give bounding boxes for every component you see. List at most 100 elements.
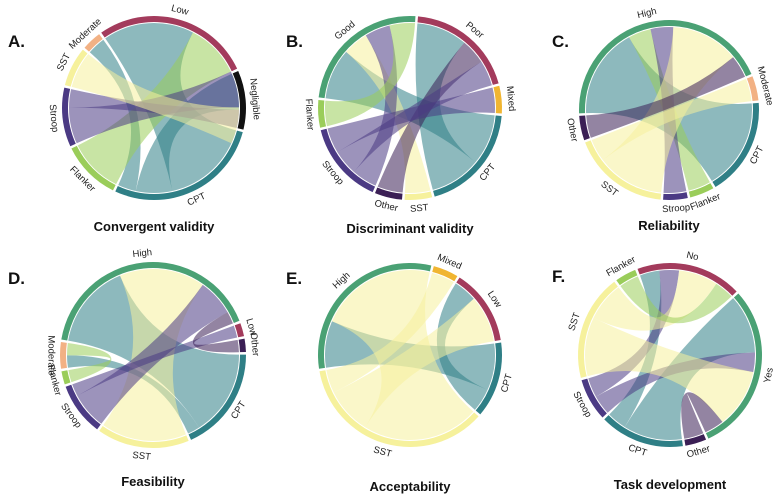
group-label-sst: SST [566, 311, 583, 332]
panel-label-task-development: F. [552, 267, 565, 286]
group-label-flanker: Flanker [303, 98, 316, 130]
ribbon-stroop-to-low [72, 325, 238, 396]
ribbon-stroop-to-no [588, 270, 680, 397]
group-label-low: Low [170, 3, 190, 18]
group-label-low: Low [243, 317, 258, 337]
ring-arc-sst [404, 191, 433, 200]
ribbon-sst-to-low [333, 298, 494, 428]
ribbon-sst-to-yes [585, 317, 754, 422]
ring-arc-cpt [188, 354, 246, 440]
ring-arc-moderate [746, 76, 759, 102]
ring-arc-stroop [320, 128, 376, 193]
ring-arc-flanker [616, 269, 638, 286]
ring-arc-high [61, 261, 240, 341]
ribbon-stroop-to-mixed [327, 87, 495, 153]
ring-arc-moderate [60, 342, 67, 369]
ring-arc-moderate [84, 34, 103, 52]
group-label-sst: SST [410, 202, 430, 215]
panel-label-discriminant-validity: B. [286, 32, 303, 51]
group-label-cpt: CPT [186, 191, 208, 209]
chord-panel-discriminant-validity: B.Discriminant validityPoorMixedCPTSSTOt… [286, 16, 517, 236]
ribbon-sst-to-mixed [326, 272, 454, 393]
ring-arc-other [579, 115, 590, 141]
ribbon-other-to-high [586, 57, 746, 138]
panel-title-task-development: Task development [614, 477, 727, 492]
group-label-mixed: Mixed [504, 86, 517, 112]
ribbon-cpt-to-low [436, 283, 488, 410]
panel-title-acceptability: Acceptability [370, 479, 452, 494]
ribbon-stroop-to-high [77, 284, 228, 424]
ring-arc-other [684, 434, 707, 446]
group-label-other: Other [564, 117, 580, 143]
ring-arc-good [318, 16, 416, 99]
ribbon-sst-to-moderate [591, 78, 752, 161]
ring-arc-low [456, 277, 501, 341]
ribbon-sst-to-high [602, 27, 734, 193]
group-label-no: No [685, 250, 699, 263]
ribbon-other-to-yes [681, 392, 723, 439]
group-label-high: High [132, 247, 153, 260]
ribbon-sst-to-low [71, 54, 239, 144]
ring-arc-stroop [663, 192, 688, 200]
panel-label-acceptability: E. [286, 269, 302, 288]
ribbon-flanker-to-good [325, 22, 416, 127]
ribbon-cpt-to-poor [415, 23, 476, 190]
group-label-cpt: CPT [499, 372, 515, 394]
ring-arc-high [318, 262, 432, 369]
ring-arc-poor [417, 16, 499, 85]
group-label-sst: SST [132, 450, 152, 463]
ring-arc-stroop [61, 87, 76, 147]
panel-label-reliability: C. [552, 32, 569, 51]
ring-arc-flanker [318, 99, 326, 128]
ribbon-stroop-to-good [353, 25, 398, 186]
ring-arc-yes [705, 293, 762, 439]
ring-arc-other [375, 187, 403, 200]
ring-arc-low [234, 323, 245, 338]
ring-arc-no [637, 263, 737, 296]
group-label-sst: SST [372, 444, 393, 460]
ring-arc-sst [64, 49, 88, 87]
ribbon-flanker-to-moderate [67, 343, 112, 383]
group-label-stroop: Stroop [47, 104, 61, 133]
ring-arc-flanker [688, 183, 714, 198]
ring-arc-sst [585, 140, 662, 200]
panel-title-convergent-validity: Convergent validity [94, 219, 215, 234]
panel-title-reliability: Reliability [638, 218, 700, 233]
ring-arc-sst [99, 425, 189, 448]
ring-arc-mixed [432, 266, 458, 282]
ring-arc-cpt [712, 102, 759, 188]
ring-arc-cpt [604, 415, 683, 447]
ring-arc-sst [319, 370, 479, 447]
chord-panel-feasibility: D.FeasibilityLowOtherCPTSSTStroopFlanker… [8, 247, 261, 489]
chord-panel-reliability: C.ReliabilityModerateCPTFlankerStroopSST… [552, 6, 775, 233]
chord-panel-task-development: F.Task developmentYesOtherCPTStroopSSTFl… [552, 250, 776, 492]
ring-arc-stroop [581, 378, 607, 418]
ring-arc-cpt [433, 115, 502, 197]
ring-arc-flanker [71, 145, 116, 191]
panel-label-feasibility: D. [8, 269, 25, 288]
ring-arc-stroop [65, 384, 101, 430]
ring-arc-cpt [475, 342, 503, 415]
group-label-other: Other [686, 443, 712, 460]
ribbon-other-to-high [192, 312, 239, 353]
ring-arc-other [238, 338, 246, 353]
panel-title-feasibility: Feasibility [121, 474, 185, 489]
group-label-moderate: Moderate [45, 335, 56, 375]
chord-panel-convergent-validity: A.Convergent validityLowNegligibleCPTFla… [8, 3, 262, 234]
panel-title-discriminant-validity: Discriminant validity [346, 221, 474, 236]
ribbon-flanker-to-no [620, 276, 732, 324]
group-label-high: High [636, 6, 658, 21]
group-label-other: Other [248, 332, 261, 357]
ring-arc-negligible [232, 70, 246, 130]
group-label-other: Other [373, 198, 399, 214]
ribbon-cpt-to-good [325, 51, 495, 163]
ring-arc-flanker [61, 370, 71, 385]
panel-label-convergent-validity: A. [8, 32, 25, 51]
group-label-moderate: Moderate [755, 65, 775, 107]
ring-arc-mixed [493, 85, 503, 114]
ring-arc-sst [578, 281, 618, 378]
group-label-negligible: Negligible [247, 78, 262, 121]
group-label-yes: Yes [762, 366, 776, 384]
